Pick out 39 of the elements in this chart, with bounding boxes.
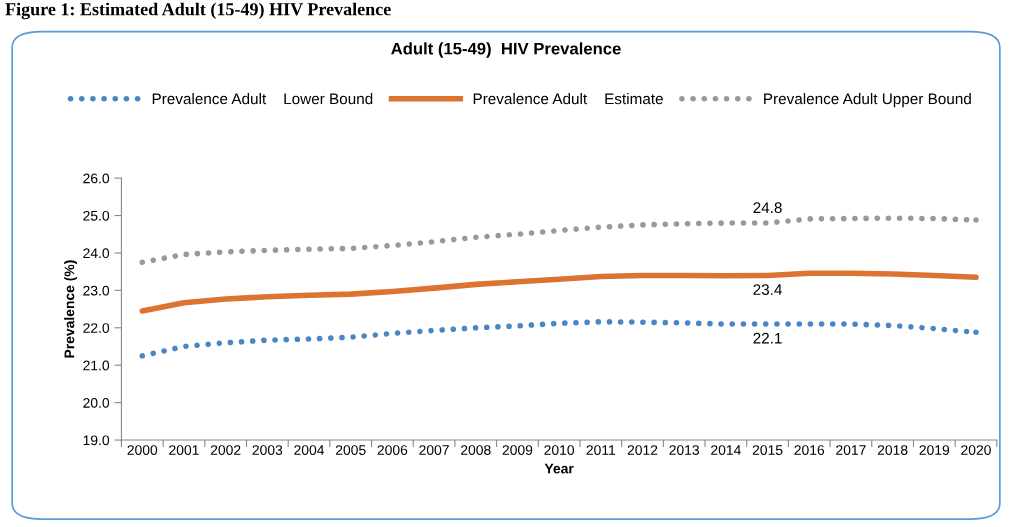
x-tick-label: 2017 <box>836 445 866 455</box>
x-tick-label: 2009 <box>502 445 533 455</box>
x-tick-label: 2006 <box>377 445 408 455</box>
x-tick-label: 2008 <box>461 445 491 455</box>
x-tick-label: 2010 <box>544 445 575 455</box>
x-tick-label: 2019 <box>919 445 950 455</box>
y-tick-label: 22.0 <box>83 323 110 333</box>
y-tick-label: 21.0 <box>83 360 110 371</box>
x-tick-label: 2014 <box>711 445 741 455</box>
x-tick-label: 2016 <box>794 445 825 455</box>
x-tick-label: 2018 <box>877 445 908 455</box>
x-axis-title: Year <box>544 463 574 474</box>
y-axis-title: Prevalence (%) <box>64 260 78 358</box>
legend-label: Prevalence Adult Upper Bound <box>764 93 971 108</box>
y-tick-label: 26.0 <box>83 173 110 184</box>
data-label: 24.8 <box>753 202 782 214</box>
y-tick-label: 24.0 <box>83 248 110 259</box>
x-tick-label: 2005 <box>335 445 366 455</box>
x-tick-label: 2012 <box>627 445 658 455</box>
x-tick-label: 2007 <box>419 445 449 455</box>
chart-title: Adult (15-49) HIV Prevalence <box>391 42 621 58</box>
x-tick-label: 2015 <box>752 445 783 455</box>
x-tick-label: 2003 <box>252 445 283 455</box>
caption: Figure 1: Estimated Adult (15-49) HIV Prevalence <box>5 2 391 20</box>
x-tick-label: 2001 <box>169 445 199 455</box>
x-tick-label: 2013 <box>669 445 700 455</box>
x-tick-label: 2020 <box>961 445 991 455</box>
y-tick-label: 25.0 <box>83 210 110 221</box>
y-tick-label: 23.0 <box>83 285 110 296</box>
legend-label: Prevalence Adult Estimate <box>473 93 663 105</box>
data-label: 23.4 <box>753 284 782 295</box>
x-tick-label: 2011 <box>586 445 616 455</box>
x-tick-label: 2002 <box>210 445 241 455</box>
x-tick-label: 2004 <box>294 445 325 455</box>
data-label: 22.1 <box>753 332 782 344</box>
x-tick-label: 2000 <box>127 445 158 455</box>
legend-label: Prevalence Adult Lower Bound <box>152 93 373 105</box>
y-tick-label: 19.0 <box>83 435 110 446</box>
y-tick-label: 20.0 <box>83 397 110 408</box>
